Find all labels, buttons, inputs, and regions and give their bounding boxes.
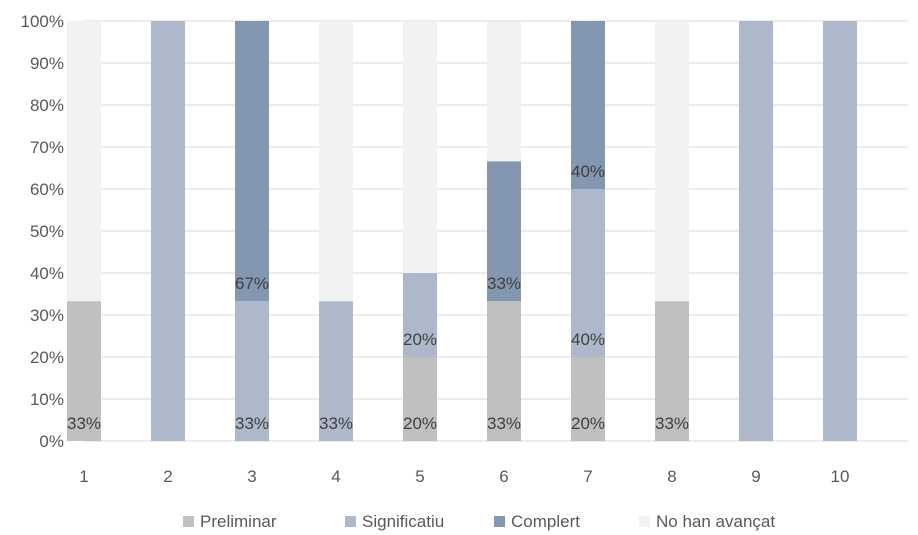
y-tick-label: 50% [30, 222, 64, 241]
y-tick-label: 40% [30, 264, 64, 283]
data-label: 20% [403, 330, 437, 349]
x-tick-label: 7 [583, 467, 592, 486]
legend-swatch [183, 516, 194, 527]
x-tick-label: 5 [415, 467, 424, 486]
bars [67, 21, 857, 441]
y-tick-label: 80% [30, 96, 64, 115]
y-tick-label: 30% [30, 306, 64, 325]
legend-label: No han avançat [656, 512, 775, 531]
bar-segment [151, 21, 185, 441]
y-tick-label: 60% [30, 180, 64, 199]
legend-swatch [494, 516, 505, 527]
x-tick-label: 3 [247, 467, 256, 486]
data-label: 33% [67, 414, 101, 433]
y-tick-label: 0% [39, 432, 64, 451]
data-label: 40% [571, 330, 605, 349]
data-label: 20% [403, 414, 437, 433]
x-tick-label: 4 [331, 467, 340, 486]
bar-segment [487, 161, 521, 302]
data-label: 33% [487, 274, 521, 293]
legend-label: Complert [511, 512, 580, 531]
data-label: 33% [235, 414, 269, 433]
bar-segment [67, 301, 101, 441]
bar-segment [655, 301, 689, 441]
y-axis-ticks: 0% 10% 20% 30% 40% 50% 60% 70% 80% 90% 100% [21, 12, 64, 451]
bar-segment [487, 301, 521, 441]
bar-segment [67, 21, 101, 302]
data-label: 40% [571, 162, 605, 181]
bar-segment [235, 21, 269, 302]
legend-label: Preliminar [200, 512, 277, 531]
x-tick-label: 2 [163, 467, 172, 486]
data-label: 33% [319, 414, 353, 433]
x-tick-label: 6 [499, 467, 508, 486]
x-axis-ticks: 1 2 3 4 5 6 7 8 9 10 [79, 467, 849, 486]
bar-segment [235, 301, 269, 441]
y-tick-label: 90% [30, 54, 64, 73]
legend-swatch [639, 516, 650, 527]
data-label: 67% [235, 274, 269, 293]
x-tick-label: 9 [751, 467, 760, 486]
legend-swatch [345, 516, 356, 527]
data-labels: 33% 33% 67% 33% 20% 20% 33% 33% 20% 40% 40% 33% [67, 162, 689, 433]
data-label: 20% [571, 414, 605, 433]
bar-segment [403, 273, 437, 357]
y-tick-label: 10% [30, 390, 64, 409]
bar-segment [487, 21, 521, 162]
data-label: 33% [655, 414, 689, 433]
bar-segment [823, 21, 857, 441]
bar-segment [319, 301, 353, 441]
legend-label: Significatiu [362, 512, 444, 531]
bar-segment [739, 21, 773, 441]
bar-segment [403, 357, 437, 441]
x-tick-label: 8 [667, 467, 676, 486]
y-tick-label: 20% [30, 348, 64, 367]
y-tick-label: 70% [30, 138, 64, 157]
bar-segment [403, 21, 437, 273]
data-label: 33% [487, 414, 521, 433]
bar-segment [571, 357, 605, 441]
y-tick-label: 100% [21, 12, 64, 31]
x-tick-label: 10 [831, 467, 850, 486]
bar-segment [571, 189, 605, 357]
bar-segment [319, 21, 353, 302]
legend: Preliminar Significatiu Complert No han ava… [183, 512, 775, 531]
bar-segment [571, 21, 605, 189]
bar-segment [655, 21, 689, 302]
x-tick-label: 1 [79, 467, 88, 486]
